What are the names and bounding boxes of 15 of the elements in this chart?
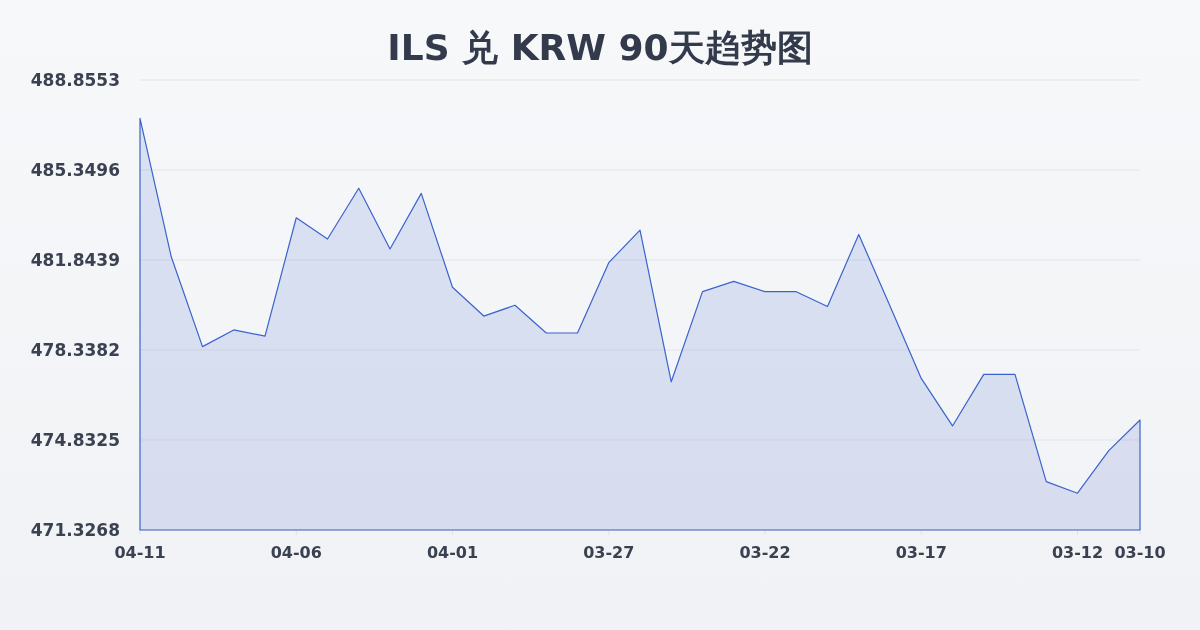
x-tick-label: 04-11 <box>114 543 166 562</box>
x-tick-label: 04-01 <box>426 543 479 562</box>
x-tick-label: 04-06 <box>270 543 322 562</box>
y-tick-label: 488.8553 <box>30 70 120 90</box>
y-tick-label: 481.8439 <box>30 250 120 270</box>
y-tick-label: 485.3496 <box>30 160 120 180</box>
y-tick-label: 478.3382 <box>30 340 120 360</box>
x-tick-label: 03-12 <box>1051 543 1104 562</box>
chart-title: ILS 兑 KRW 90天趋势图 <box>387 27 813 68</box>
y-tick-label: 471.3268 <box>30 520 120 540</box>
x-tick-label: 03-10 <box>1114 543 1166 562</box>
x-tick-label: 03-22 <box>739 543 791 562</box>
x-tick-label: 03-17 <box>895 543 947 562</box>
y-tick-label: 474.8325 <box>30 430 120 450</box>
x-tick-label: 03-27 <box>583 543 635 562</box>
